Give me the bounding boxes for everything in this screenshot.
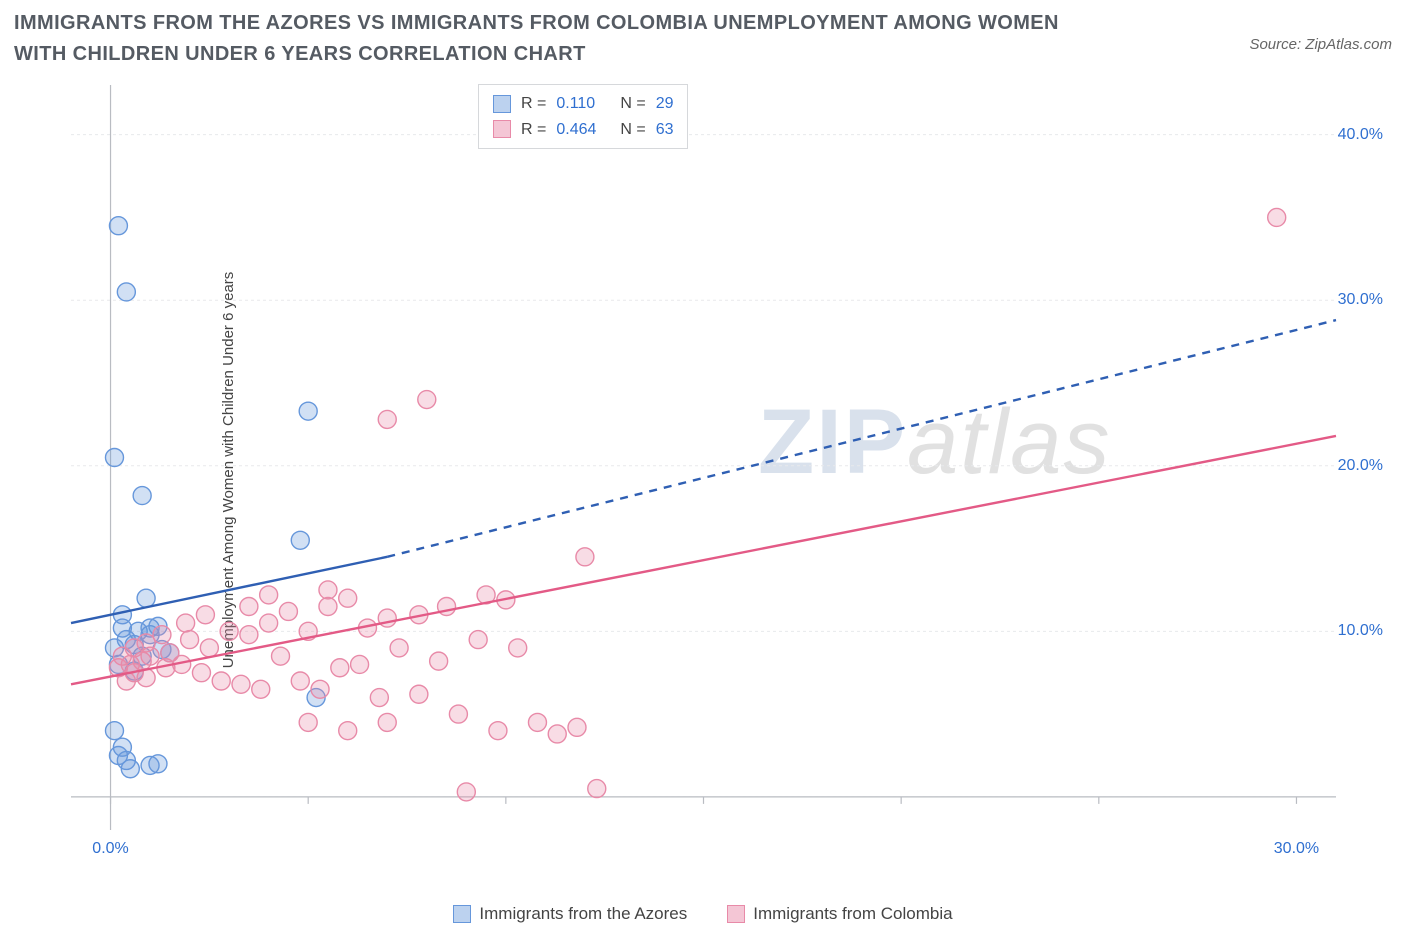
data-point-colombia [240,626,258,644]
data-point-colombia [351,655,369,673]
x-tick-label: 30.0% [1274,840,1319,858]
data-point-colombia [319,598,337,616]
y-tick-label: 40.0% [1338,126,1383,144]
data-point-colombia [331,659,349,677]
trendline-azores [71,557,387,623]
data-point-colombia [339,589,357,607]
data-point-colombia [528,713,546,731]
data-point-colombia [568,718,586,736]
data-point-azores [105,449,123,467]
legend-swatch-colombia [727,905,745,923]
data-point-colombia [418,391,436,409]
data-point-colombia [212,672,230,690]
data-point-azores [291,531,309,549]
legend-item-colombia: Immigrants from Colombia [727,904,952,924]
data-point-colombia [378,410,396,428]
data-point-azores [137,589,155,607]
data-point-colombia [509,639,527,657]
scatter-plot [66,80,1386,860]
swatch-azores [493,95,511,113]
r-value-azores: 0.110 [556,91,610,117]
y-tick-label: 10.0% [1338,622,1383,640]
y-tick-label: 30.0% [1338,291,1383,309]
n-label: N = [620,91,645,117]
data-point-colombia [370,689,388,707]
data-point-colombia [410,685,428,703]
trendline-azores-dashed [387,320,1336,557]
data-point-colombia [240,598,258,616]
trendline-colombia [71,436,1336,684]
r-label: R = [521,117,546,143]
data-point-colombia [548,725,566,743]
legend-label-colombia: Immigrants from Colombia [753,904,952,924]
data-point-azores [105,722,123,740]
data-point-colombia [588,780,606,798]
data-point-colombia [272,647,290,665]
data-point-colombia [469,631,487,649]
legend-item-azores: Immigrants from the Azores [453,904,687,924]
data-point-colombia [390,639,408,657]
chart-title: IMMIGRANTS FROM THE AZORES VS IMMIGRANTS… [14,8,1114,70]
r-value-colombia: 0.464 [556,117,610,143]
data-point-colombia [1268,208,1286,226]
data-point-colombia [260,586,278,604]
data-point-colombia [319,581,337,599]
r-label: R = [521,91,546,117]
data-point-colombia [260,614,278,632]
x-tick-label: 0.0% [92,840,128,858]
data-point-colombia [192,664,210,682]
data-point-azores [133,487,151,505]
data-point-colombia [339,722,357,740]
bottom-legend: Immigrants from the Azores Immigrants fr… [0,904,1406,924]
data-point-azores [149,755,167,773]
data-point-colombia [279,602,297,620]
legend-label-azores: Immigrants from the Azores [479,904,687,924]
data-point-colombia [220,622,238,640]
source-label: Source: ZipAtlas.com [1249,36,1392,53]
legend-swatch-azores [453,905,471,923]
data-point-colombia [153,626,171,644]
n-label: N = [620,117,645,143]
data-point-colombia [181,631,199,649]
stats-legend-box: R = 0.110 N = 29 R = 0.464 N = 63 [478,84,688,149]
data-point-colombia [232,675,250,693]
stats-row-colombia: R = 0.464 N = 63 [493,117,673,143]
stats-row-azores: R = 0.110 N = 29 [493,91,673,117]
data-point-colombia [489,722,507,740]
data-point-colombia [299,713,317,731]
data-point-colombia [311,680,329,698]
swatch-colombia [493,120,511,138]
y-tick-label: 20.0% [1338,457,1383,475]
data-point-azores [121,760,139,778]
data-point-colombia [430,652,448,670]
data-point-colombia [200,639,218,657]
data-point-azores [117,283,135,301]
n-value-colombia: 63 [656,117,674,143]
data-point-colombia [457,783,475,801]
plot-area: Unemployment Among Women with Children U… [38,80,1388,860]
data-point-azores [299,402,317,420]
data-point-colombia [137,634,155,652]
data-point-colombia [449,705,467,723]
data-point-colombia [177,614,195,632]
data-point-colombia [252,680,270,698]
data-point-colombia [291,672,309,690]
data-point-colombia [576,548,594,566]
n-value-azores: 29 [656,91,674,117]
data-point-colombia [196,606,214,624]
data-point-colombia [378,713,396,731]
data-point-azores [109,217,127,235]
